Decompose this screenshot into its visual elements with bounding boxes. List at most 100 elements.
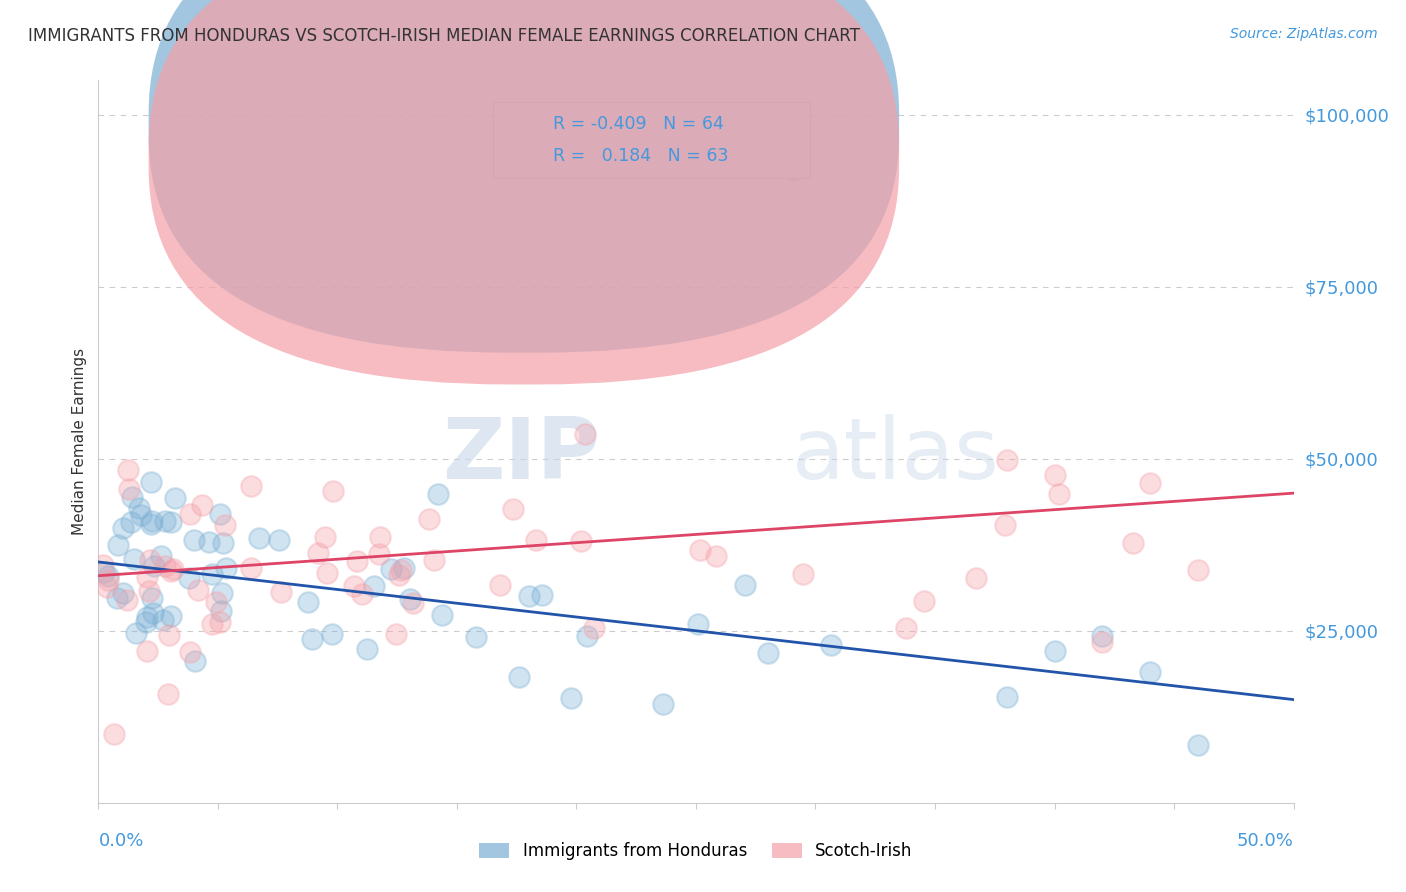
- Point: [820, 638, 842, 652]
- Point: [183, 654, 205, 668]
- Point: [689, 543, 711, 558]
- Point: [152, 613, 174, 627]
- Point: [141, 591, 163, 606]
- Point: [239, 561, 262, 575]
- Point: [368, 531, 391, 545]
- Point: [157, 687, 180, 701]
- Point: [187, 582, 209, 597]
- Y-axis label: Median Female Earnings: Median Female Earnings: [72, 348, 87, 535]
- Point: [163, 491, 186, 506]
- Point: [1187, 738, 1209, 752]
- Point: [160, 608, 183, 623]
- Point: [398, 591, 420, 606]
- Point: [136, 644, 159, 658]
- FancyBboxPatch shape: [149, 0, 900, 352]
- FancyBboxPatch shape: [494, 102, 810, 178]
- Point: [1043, 468, 1066, 483]
- Point: [201, 566, 224, 581]
- Point: [346, 553, 368, 567]
- Point: [297, 595, 319, 609]
- Point: [118, 483, 141, 497]
- Point: [1091, 635, 1114, 649]
- Point: [352, 587, 374, 601]
- Text: IMMIGRANTS FROM HONDURAS VS SCOTCH-IRISH MEDIAN FEMALE EARNINGS CORRELATION CHAR: IMMIGRANTS FROM HONDURAS VS SCOTCH-IRISH…: [28, 27, 860, 45]
- Point: [139, 516, 162, 531]
- Point: [107, 538, 129, 552]
- Point: [121, 490, 143, 504]
- Point: [208, 507, 231, 521]
- Point: [159, 564, 181, 578]
- Point: [204, 594, 226, 608]
- Point: [356, 642, 378, 657]
- Point: [706, 549, 728, 563]
- Point: [388, 568, 411, 582]
- Point: [117, 463, 139, 477]
- Point: [574, 427, 596, 442]
- Point: [138, 553, 160, 567]
- Point: [488, 578, 510, 592]
- Point: [1047, 486, 1070, 500]
- Point: [96, 580, 118, 594]
- Point: [363, 579, 385, 593]
- Text: ZIP: ZIP: [443, 415, 600, 498]
- Point: [1187, 563, 1209, 577]
- Point: [756, 646, 779, 660]
- Point: [198, 534, 221, 549]
- Text: R = -0.409   N = 64: R = -0.409 N = 64: [553, 115, 724, 133]
- Point: [215, 561, 238, 575]
- Point: [995, 690, 1018, 704]
- Point: [502, 502, 524, 516]
- Point: [179, 508, 201, 522]
- Point: [128, 501, 150, 516]
- Point: [120, 515, 142, 529]
- Point: [190, 498, 212, 512]
- Point: [183, 533, 205, 547]
- Point: [209, 604, 232, 618]
- Point: [150, 549, 173, 564]
- Text: 50.0%: 50.0%: [1237, 832, 1294, 850]
- Point: [1139, 475, 1161, 490]
- Text: R =   0.184   N = 63: R = 0.184 N = 63: [553, 147, 728, 165]
- Point: [122, 552, 145, 566]
- FancyBboxPatch shape: [149, 0, 900, 384]
- Point: [1091, 629, 1114, 643]
- Point: [391, 563, 413, 577]
- Point: [560, 691, 582, 706]
- Point: [160, 516, 183, 530]
- Point: [965, 571, 987, 585]
- Point: [508, 670, 530, 684]
- Point: [384, 627, 406, 641]
- Point: [792, 567, 814, 582]
- Point: [465, 631, 488, 645]
- Point: [105, 591, 128, 606]
- Text: atlas: atlas: [792, 415, 1000, 498]
- Point: [322, 484, 344, 499]
- Point: [270, 584, 292, 599]
- Point: [1043, 644, 1066, 658]
- Point: [524, 533, 547, 548]
- Point: [103, 727, 125, 741]
- Point: [135, 615, 157, 630]
- Point: [162, 562, 184, 576]
- Point: [240, 479, 263, 493]
- Point: [208, 615, 231, 630]
- Point: [141, 514, 163, 528]
- Point: [153, 558, 176, 573]
- Point: [212, 536, 235, 550]
- Point: [1122, 536, 1144, 550]
- Point: [201, 617, 224, 632]
- Point: [112, 586, 135, 600]
- Point: [316, 566, 339, 580]
- Legend: Immigrants from Honduras, Scotch-Irish: Immigrants from Honduras, Scotch-Irish: [472, 836, 920, 867]
- Point: [392, 561, 415, 575]
- Point: [269, 533, 291, 547]
- Point: [247, 531, 270, 545]
- Point: [569, 534, 592, 549]
- Point: [97, 569, 120, 583]
- Point: [912, 593, 935, 607]
- Point: [314, 530, 336, 544]
- Point: [177, 570, 200, 584]
- Point: [575, 629, 598, 643]
- Point: [368, 547, 391, 561]
- Point: [780, 162, 803, 177]
